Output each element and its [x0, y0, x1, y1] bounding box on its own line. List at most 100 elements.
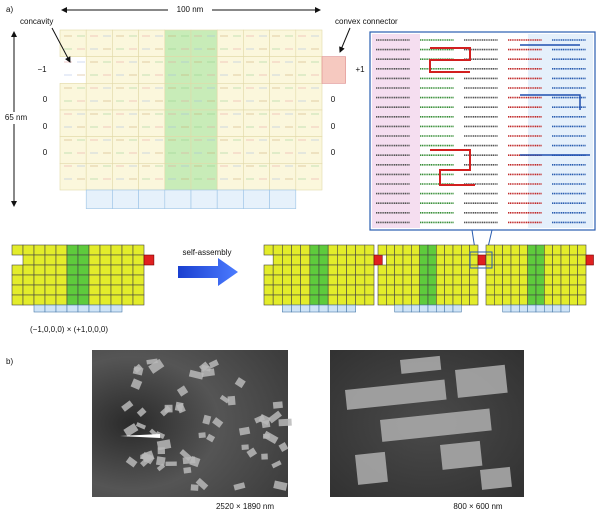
- cell: [110, 254, 123, 266]
- cell: [535, 264, 545, 276]
- cell: [411, 304, 420, 313]
- cell: [327, 284, 338, 296]
- cell: [272, 244, 283, 256]
- cell: [318, 274, 329, 286]
- cell: [282, 264, 292, 276]
- afm-tile: [355, 451, 388, 485]
- cell: [577, 274, 587, 286]
- cell: [243, 56, 270, 84]
- afm-tile: [174, 401, 184, 412]
- cell: [510, 284, 520, 296]
- cell: [295, 163, 323, 191]
- cell: [535, 244, 545, 256]
- afm-tile: [258, 414, 271, 426]
- cell: [88, 294, 101, 306]
- cell: [44, 264, 57, 276]
- cell: [99, 304, 112, 313]
- cell: [419, 274, 429, 286]
- cell: [243, 29, 270, 57]
- cell: [535, 294, 545, 306]
- cell: [309, 294, 320, 306]
- cell: [77, 264, 90, 276]
- cell: [88, 304, 101, 313]
- cell: [269, 29, 297, 57]
- cell: [469, 264, 479, 276]
- cell: [300, 274, 311, 286]
- cell: [355, 264, 366, 276]
- cell: [243, 163, 270, 191]
- cell: [138, 163, 166, 191]
- cell: [190, 136, 218, 164]
- cell: [346, 244, 356, 256]
- cell: [138, 56, 166, 84]
- afm-tile: [233, 482, 246, 491]
- cell: [272, 264, 283, 276]
- cell: [535, 304, 545, 313]
- cell: [309, 284, 320, 296]
- cell: [461, 294, 470, 306]
- cell: [99, 244, 112, 256]
- cell: [243, 136, 270, 164]
- cell: [269, 163, 297, 191]
- cell: [364, 244, 375, 256]
- cell: [519, 254, 528, 266]
- cell: [263, 244, 274, 256]
- cell: [88, 274, 101, 286]
- zoom-blue: [528, 34, 593, 228]
- cell: [502, 294, 512, 306]
- cell: [121, 274, 134, 286]
- origami-tile: [59, 29, 346, 209]
- afm-tile: [135, 422, 147, 430]
- cell: [66, 284, 79, 296]
- cell: [33, 274, 46, 286]
- cell: [110, 304, 123, 313]
- afm-tile: [234, 377, 246, 389]
- cell: [85, 136, 113, 164]
- cell: [309, 304, 320, 313]
- cell: [309, 254, 320, 266]
- cell: [427, 244, 437, 256]
- afm-tile: [202, 414, 212, 425]
- cell: [544, 264, 553, 276]
- cell: [110, 284, 123, 296]
- cell: [544, 274, 553, 286]
- width-label: 100 nm: [177, 5, 204, 14]
- cell: [216, 56, 244, 84]
- cell: [99, 254, 112, 266]
- formula: (−1,0,0,0) × (+1,0,0,0): [30, 325, 108, 334]
- cell: [164, 136, 192, 164]
- cell: [452, 294, 462, 306]
- afm-tile: [190, 484, 199, 491]
- cell: [112, 189, 139, 209]
- afm-tile: [272, 401, 283, 409]
- blue-path: [520, 44, 590, 156]
- cell: [243, 189, 270, 209]
- cell: [444, 294, 454, 306]
- cell: [22, 274, 35, 286]
- cell: [66, 294, 79, 306]
- cell: [164, 189, 192, 209]
- afm-tile: [165, 461, 177, 466]
- cell: [216, 163, 244, 191]
- cell: [291, 264, 301, 276]
- edge-label: +1: [355, 65, 365, 74]
- afm-tile: [155, 431, 166, 440]
- afm-tile: [440, 440, 483, 470]
- afm-tile: [133, 363, 143, 373]
- cell: [138, 29, 166, 57]
- cell: [502, 304, 512, 313]
- cell: [295, 136, 323, 164]
- cell: [427, 294, 437, 306]
- cell: [527, 294, 537, 306]
- cell: [560, 284, 570, 296]
- cell: [11, 274, 24, 286]
- panel-label: b): [6, 357, 13, 366]
- afm-tile: [273, 480, 288, 491]
- cell: [346, 254, 356, 266]
- afm-tile: [155, 456, 166, 466]
- cell: [427, 274, 437, 286]
- cell: [552, 294, 562, 306]
- afm-tile: [238, 426, 251, 436]
- cell: [461, 254, 470, 266]
- cell: [519, 294, 528, 306]
